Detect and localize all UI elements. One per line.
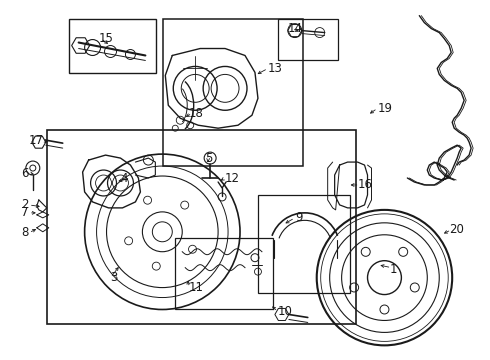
Text: 18: 18: [188, 107, 203, 120]
Text: 3: 3: [111, 271, 118, 284]
Text: 8: 8: [22, 226, 29, 239]
Text: 16: 16: [358, 179, 372, 192]
Bar: [69, 19, 156, 73]
Bar: [175, 238, 273, 310]
Bar: [163, 19, 303, 166]
Text: 2: 2: [22, 198, 29, 211]
Text: 6: 6: [22, 167, 29, 180]
Text: 15: 15: [98, 32, 114, 45]
Text: 12: 12: [225, 171, 240, 185]
Text: 4: 4: [121, 171, 128, 185]
Text: 11: 11: [188, 281, 203, 294]
Bar: [47, 130, 356, 324]
Text: 10: 10: [278, 305, 293, 318]
Text: 5: 5: [205, 152, 213, 165]
Text: 14: 14: [288, 22, 303, 35]
Bar: [278, 19, 338, 60]
Text: 17: 17: [29, 134, 44, 147]
Text: 7: 7: [22, 206, 29, 219]
Text: 1: 1: [390, 263, 397, 276]
Text: 19: 19: [377, 102, 392, 115]
Text: 20: 20: [449, 223, 464, 236]
Bar: [258, 195, 349, 293]
Text: 13: 13: [268, 62, 283, 75]
Text: 9: 9: [295, 211, 302, 224]
